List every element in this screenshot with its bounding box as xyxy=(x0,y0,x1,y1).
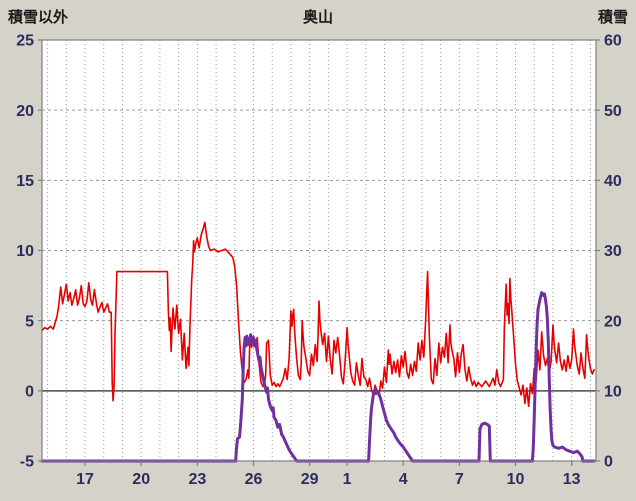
svg-text:17: 17 xyxy=(76,471,94,488)
svg-text:23: 23 xyxy=(188,471,206,488)
chart-title: 奥山 xyxy=(302,9,334,26)
svg-text:25: 25 xyxy=(16,33,34,50)
svg-text:30: 30 xyxy=(604,243,622,260)
left-axis-title: 積雪以外 xyxy=(8,9,69,26)
svg-text:-5: -5 xyxy=(20,454,34,471)
svg-text:1: 1 xyxy=(343,471,352,488)
svg-text:20: 20 xyxy=(16,103,34,120)
svg-text:0: 0 xyxy=(604,454,613,471)
svg-text:50: 50 xyxy=(604,103,622,120)
svg-text:5: 5 xyxy=(25,313,34,330)
svg-text:20: 20 xyxy=(132,471,150,488)
right-axis-title: 積雪 xyxy=(597,9,628,26)
svg-text:10: 10 xyxy=(604,383,622,400)
svg-text:0: 0 xyxy=(25,383,34,400)
svg-text:40: 40 xyxy=(604,173,622,190)
svg-text:20: 20 xyxy=(604,313,622,330)
svg-text:4: 4 xyxy=(399,471,408,488)
svg-text:15: 15 xyxy=(16,173,34,190)
svg-text:29: 29 xyxy=(301,471,319,488)
svg-text:7: 7 xyxy=(455,471,464,488)
svg-text:13: 13 xyxy=(563,471,581,488)
svg-text:60: 60 xyxy=(604,33,622,50)
svg-text:26: 26 xyxy=(245,471,263,488)
svg-text:10: 10 xyxy=(16,243,34,260)
svg-text:10: 10 xyxy=(507,471,525,488)
